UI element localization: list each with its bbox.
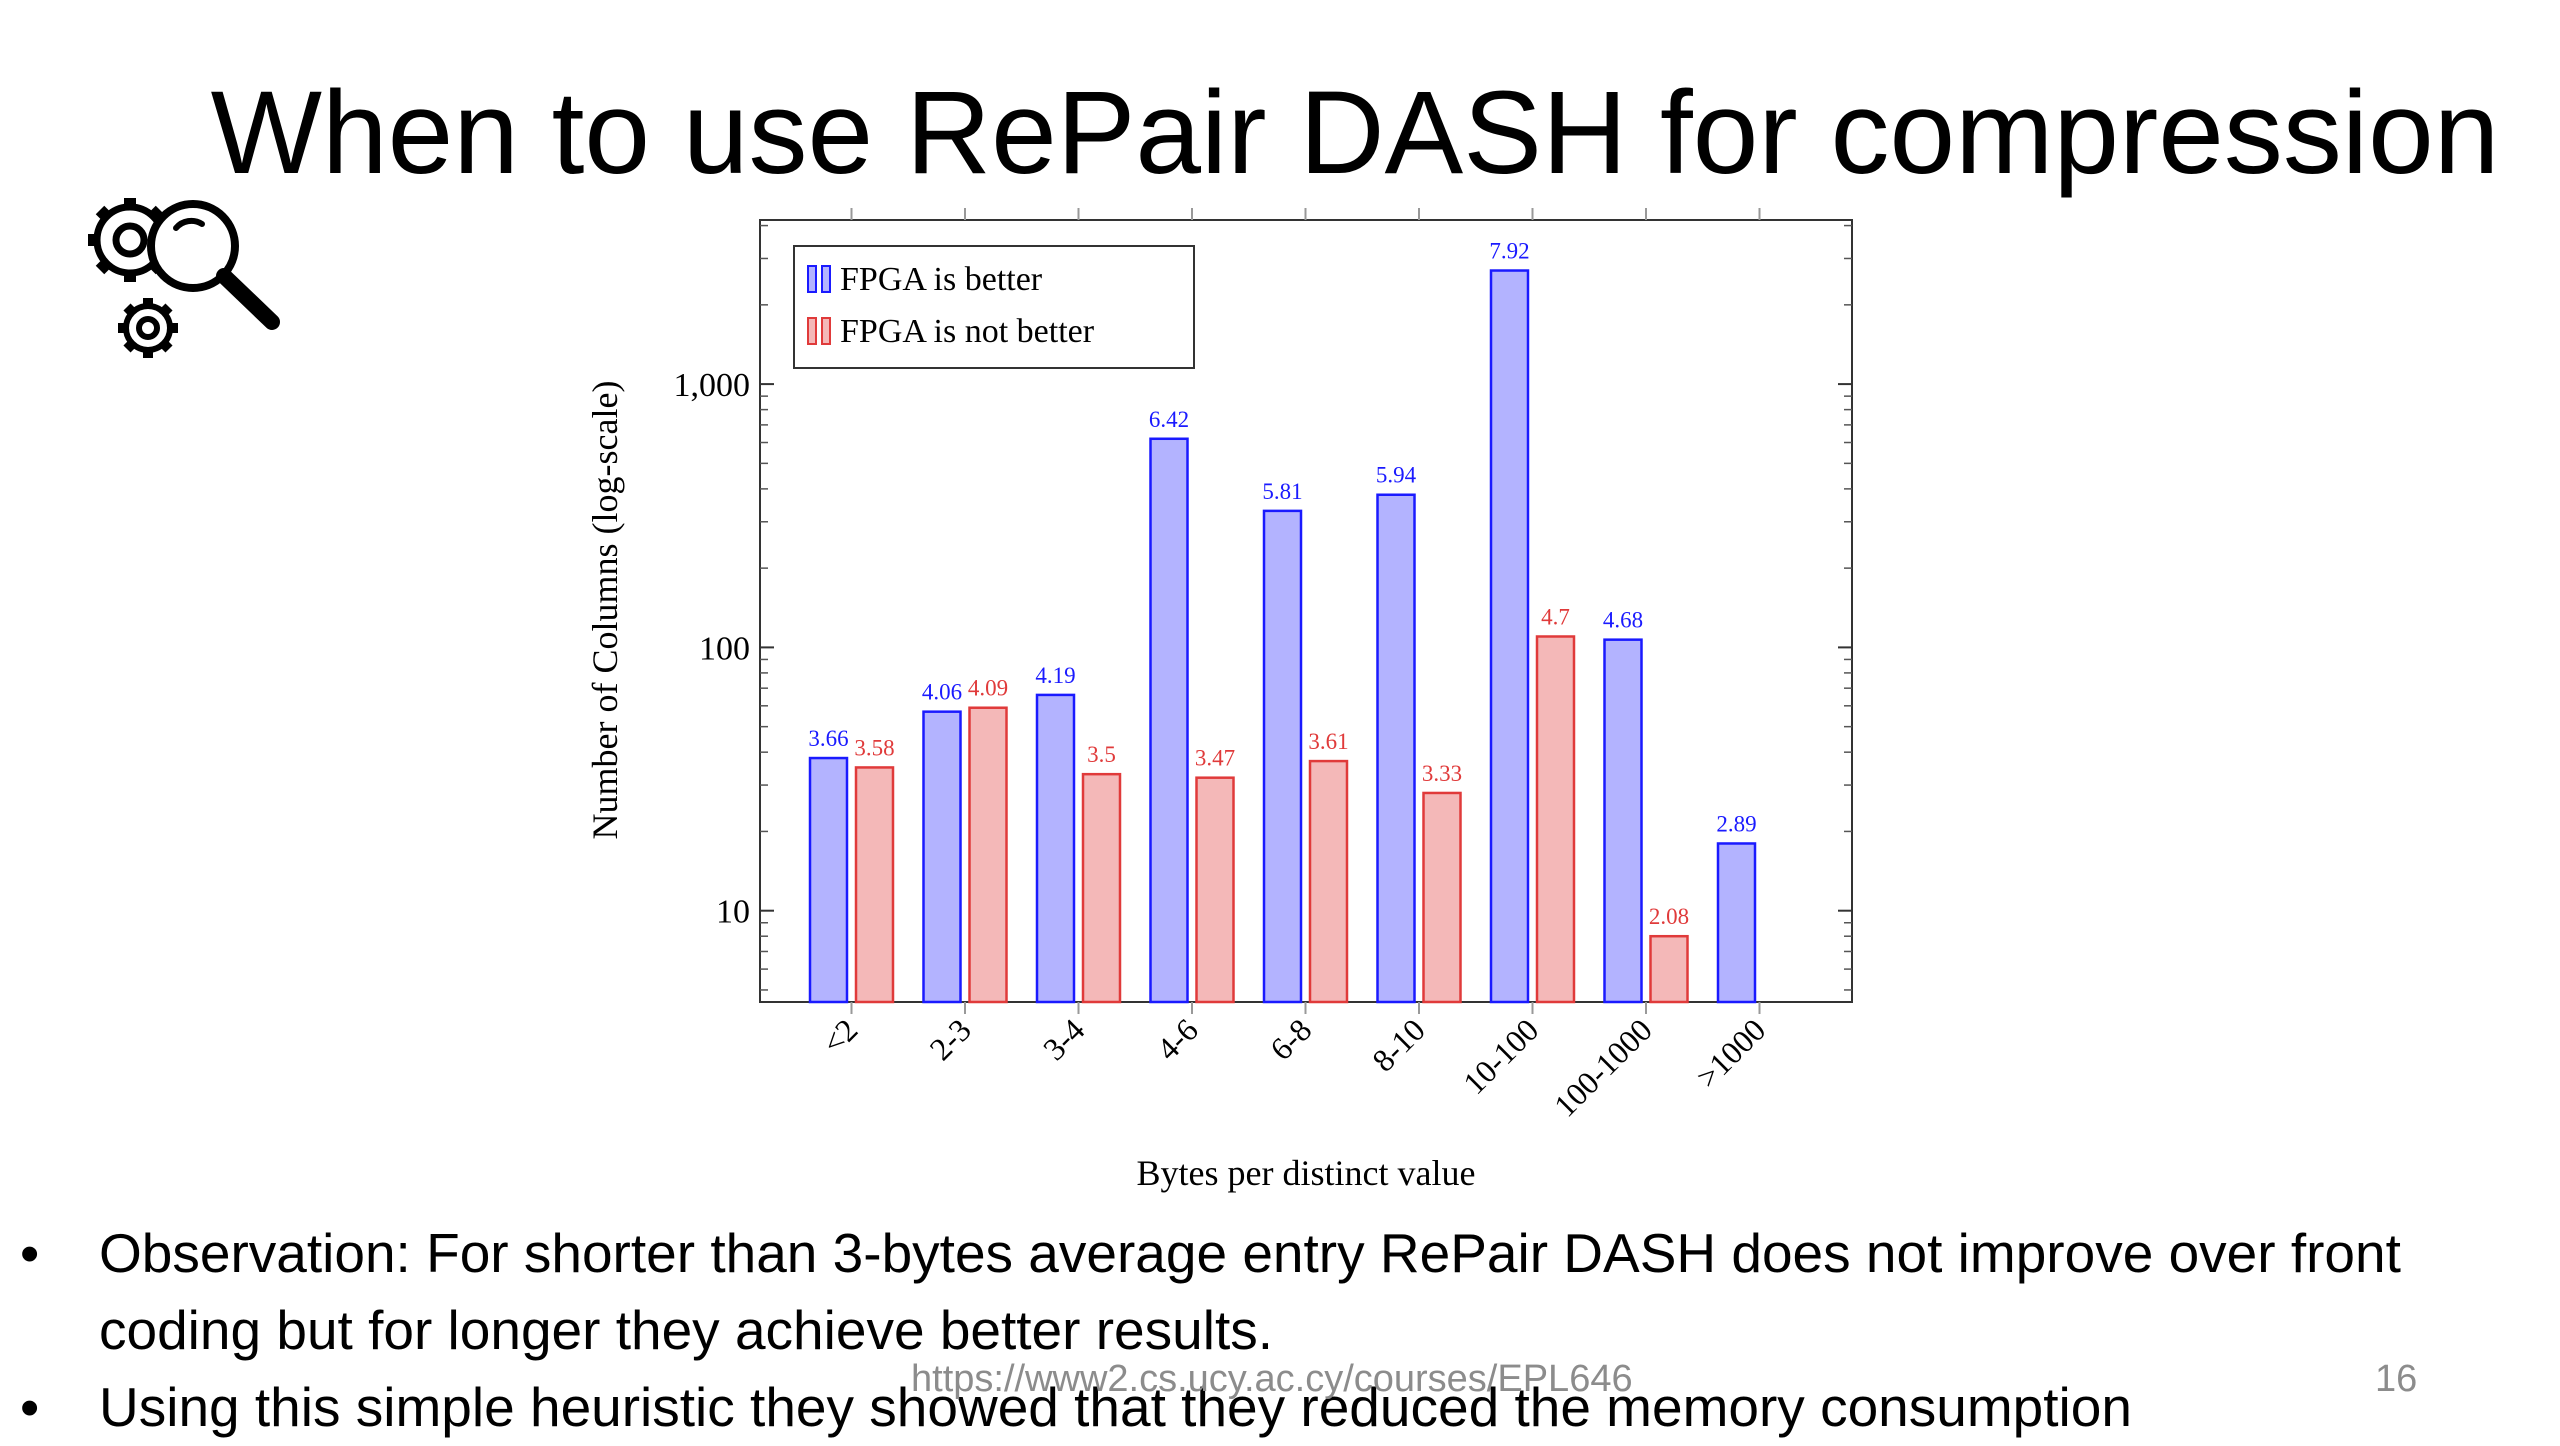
bar-fpga-better <box>1035 693 1076 1004</box>
data-label-fpga-not-better: 4.7 <box>1541 604 1570 629</box>
x-tick-label: 4-6 <box>1149 1011 1205 1067</box>
data-label-fpga-better: 3.66 <box>808 726 848 751</box>
footer-url: https://www2.cs.ucy.ac.cy/courses/EPL646 <box>911 1358 1633 1400</box>
bar-fpga-not-better <box>1535 635 1576 1004</box>
x-tick-label: 8-10 <box>1365 1011 1432 1078</box>
data-label-fpga-not-better: 3.5 <box>1087 742 1116 767</box>
data-label-fpga-better: 7.92 <box>1489 239 1529 264</box>
page-number: 16 <box>2375 1358 2418 1400</box>
data-label-fpga-better: 5.81 <box>1262 479 1302 504</box>
legend-label-fpga-not-better: FPGA is not better <box>840 313 1095 350</box>
x-tick-label: 6-8 <box>1263 1011 1319 1067</box>
bar-fpga-not-better <box>1308 759 1349 1004</box>
bar-fpga-not-better <box>968 706 1008 1004</box>
legend-swatch <box>807 265 817 293</box>
bullet-dot: • <box>20 1222 40 1284</box>
x-tick-label: 10-100 <box>1456 1011 1546 1101</box>
x-tick-label: 3-4 <box>1036 1011 1092 1067</box>
data-label-fpga-not-better: 4.09 <box>968 676 1008 701</box>
data-label-fpga-better: 6.42 <box>1149 407 1189 432</box>
x-axis-label: Bytes per distinct value <box>1137 1153 1476 1193</box>
bullet-dot: • <box>20 1376 40 1438</box>
data-label-fpga-not-better: 3.61 <box>1308 729 1348 754</box>
bar-fpga-better <box>808 756 849 1004</box>
bar-fpga-better <box>1262 509 1303 1004</box>
data-label-fpga-better: 4.19 <box>1035 663 1075 688</box>
y-axis-label: Number of Columns (log-scale) <box>585 381 625 840</box>
legend-swatch <box>821 317 831 345</box>
bullet-list: • Observation: For shorter than 3-bytes … <box>0 1215 2560 1446</box>
gears-magnifier-icon <box>88 198 280 358</box>
legend-swatch <box>821 265 831 293</box>
legend-swatch <box>807 317 817 345</box>
data-label-fpga-not-better: 3.33 <box>1422 761 1462 786</box>
x-tick-label: 2-3 <box>922 1011 978 1067</box>
slide-title: When to use RePair DASH for compression <box>210 67 2500 199</box>
bar-chart: 10 100 1,000 <2 3.66 3.58 2-3 4.06 4.09 3-4 4.19 3.… <box>585 208 1853 1193</box>
x-tick-label: >1000 <box>1689 1011 1772 1094</box>
x-tick-label: 100-1000 <box>1547 1011 1659 1123</box>
bar-fpga-not-better <box>1422 791 1462 1004</box>
bar-fpga-better <box>922 710 962 1004</box>
bar-fpga-better <box>1376 493 1416 1004</box>
legend-box <box>793 245 1195 369</box>
bar-fpga-not-better <box>1081 772 1122 1004</box>
data-label-fpga-better: 2.89 <box>1716 811 1756 836</box>
bar-fpga-better <box>1603 638 1643 1004</box>
y-tick-label: 1,000 <box>674 367 751 404</box>
x-tick-label: <2 <box>815 1011 865 1061</box>
y-tick-label: 100 <box>699 630 750 667</box>
bar-fpga-not-better <box>1649 934 1689 1004</box>
bar-fpga-better <box>1489 269 1530 1004</box>
bullet-text-observation: Observation: For shorter than 3-bytes av… <box>99 1222 2401 1361</box>
bullet-text-heuristic: Using this simple heuristic they showed … <box>99 1376 2132 1438</box>
data-label-fpga-better: 5.94 <box>1376 463 1417 488</box>
bar-fpga-better <box>1716 842 1757 1004</box>
bar-fpga-not-better <box>1195 776 1235 1004</box>
y-tick-label: 10 <box>716 894 750 931</box>
legend-label-fpga-better: FPGA is better <box>840 261 1043 298</box>
data-label-fpga-not-better: 3.47 <box>1195 746 1235 771</box>
data-label-fpga-not-better: 3.58 <box>854 735 894 760</box>
data-label-fpga-not-better: 2.08 <box>1649 904 1689 929</box>
data-label-fpga-better: 4.68 <box>1603 608 1643 633</box>
bar-fpga-better <box>1149 437 1189 1004</box>
bar-fpga-not-better <box>854 766 895 1004</box>
bullet-item: • Using this simple heuristic they showe… <box>0 1369 2560 1446</box>
bullet-item: • Observation: For shorter than 3-bytes … <box>0 1215 2559 1369</box>
data-label-fpga-better: 4.06 <box>922 680 962 705</box>
